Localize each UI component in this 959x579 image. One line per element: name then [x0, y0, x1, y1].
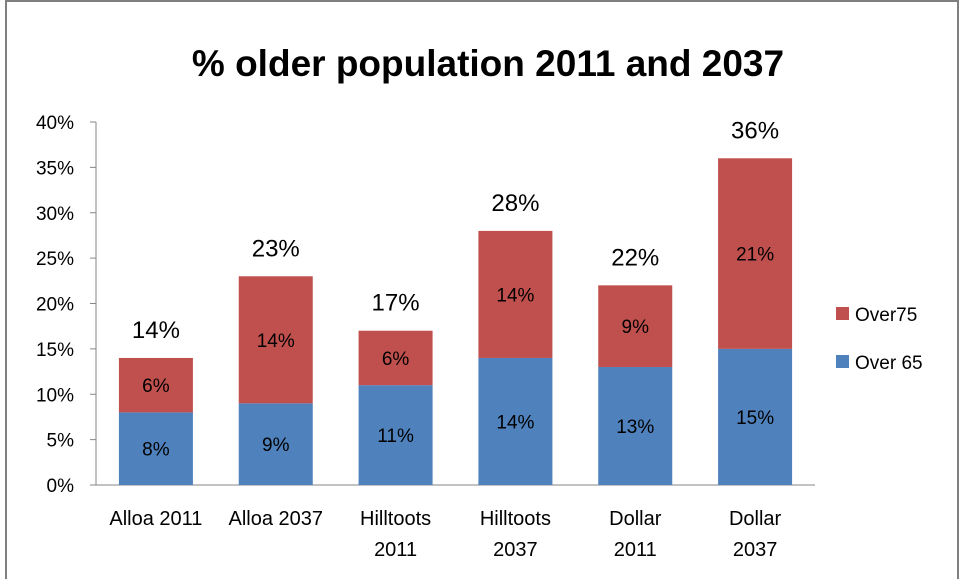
x-tick-label: 2037	[733, 539, 778, 561]
bar-over-75	[478, 230, 553, 358]
bar-value-label: 9%	[262, 435, 290, 456]
bar-over-65	[358, 385, 433, 485]
total-labels: 14% 23% 17% 28% 22% 36%	[132, 117, 779, 344]
bar-value-label: 14%	[496, 285, 534, 306]
x-axis-labels: Alloa 2011 Alloa 2037 Hilltoots 2011 Hilltoo…	[109, 508, 781, 561]
y-tick-label: 5%	[47, 431, 75, 452]
y-tick-label: 25%	[36, 249, 74, 270]
y-tick-label: 30%	[36, 204, 74, 225]
total-label: 28%	[491, 190, 539, 217]
bar-value-label: 6%	[142, 376, 170, 397]
bar-value-label: 14%	[496, 412, 534, 433]
y-tick-label: 10%	[36, 385, 74, 406]
x-tick-label: Alloa 2037	[228, 508, 323, 530]
x-tick-label: Dollar	[729, 508, 782, 530]
bar-over-65	[718, 348, 793, 485]
frame-border-right	[957, 0, 959, 579]
bar-over-75	[118, 357, 193, 413]
chart-title: % older population 2011 and 2037	[192, 43, 784, 84]
legend-label: Over75	[855, 305, 917, 326]
bars-group	[118, 158, 793, 485]
legend-swatch	[836, 355, 849, 368]
y-tick-label: 20%	[36, 295, 74, 316]
bar-value-label: 15%	[736, 408, 774, 429]
y-tick-label: 0%	[47, 476, 75, 497]
bar-over-75	[718, 158, 793, 349]
bar-over-75	[238, 276, 313, 404]
y-tick-label: 35%	[36, 158, 74, 179]
bar-value-label: 8%	[142, 440, 170, 461]
x-tick-label: 2011	[614, 539, 657, 561]
bar-value-label: 9%	[622, 317, 650, 338]
bar-over-75	[358, 330, 433, 386]
y-tick-label: 40%	[36, 113, 74, 134]
total-label: 23%	[252, 235, 300, 262]
legend: Over75 Over 65	[836, 305, 923, 374]
x-tick-label: 2037	[493, 539, 538, 561]
x-tick-label: 2011	[374, 539, 417, 561]
bar-value-label: 6%	[382, 349, 410, 370]
total-label: 22%	[611, 244, 659, 271]
y-tick-label: 15%	[36, 340, 74, 361]
bar-over-75	[598, 285, 673, 368]
bar-value-label: 14%	[257, 331, 295, 352]
segment-labels: 8% 6% 9% 14% 11% 6% 14% 14% 13% 9% 15% 21%	[142, 245, 774, 461]
y-axis: 0% 5% 10% 15% 20% 25% 30% 35% 40%	[36, 113, 815, 497]
x-tick-label: Dollar	[609, 508, 662, 530]
bar-value-label: 11%	[377, 426, 414, 447]
legend-label: Over 65	[855, 353, 923, 374]
frame-border-left	[5, 0, 7, 579]
x-tick-label: Alloa 2011	[109, 508, 202, 530]
total-label: 36%	[731, 117, 779, 144]
frame-border-top	[5, 0, 959, 2]
bar-value-label: 21%	[736, 245, 774, 266]
bar-over-65	[118, 412, 193, 485]
bar-value-label: 13%	[616, 417, 654, 438]
bar-over-65	[598, 367, 673, 485]
total-label: 17%	[372, 290, 420, 317]
x-tick-label: Hilltoots	[480, 508, 551, 530]
total-label: 14%	[132, 317, 180, 344]
x-tick-label: Hilltoots	[360, 508, 431, 530]
legend-swatch	[836, 307, 849, 320]
bar-over-65	[238, 403, 313, 485]
bar-over-65	[478, 357, 553, 485]
